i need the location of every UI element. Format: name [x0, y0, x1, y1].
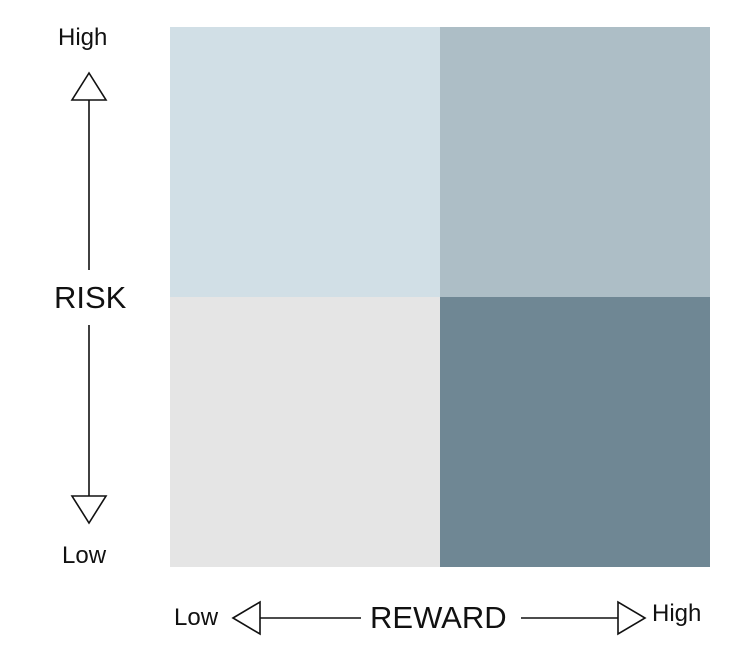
risk-axis-title: RISK	[54, 280, 127, 315]
risk-up-arrowhead	[70, 71, 108, 101]
quadrant-low-risk-high-reward	[440, 297, 710, 567]
reward-left-arrowhead	[231, 600, 261, 636]
risk-down-arrowhead	[70, 495, 108, 525]
reward-high-label: High	[652, 600, 702, 627]
quadrant-high-risk-high-reward	[440, 27, 710, 297]
reward-right-arrowhead	[617, 600, 647, 636]
reward-low-label: Low	[174, 604, 219, 631]
risk-high-label: High	[58, 24, 108, 51]
quadrant-low-risk-low-reward	[170, 297, 440, 567]
reward-axis-title: REWARD	[370, 600, 507, 635]
risk-low-label: Low	[62, 542, 107, 569]
quadrant-high-risk-low-reward	[170, 27, 440, 297]
